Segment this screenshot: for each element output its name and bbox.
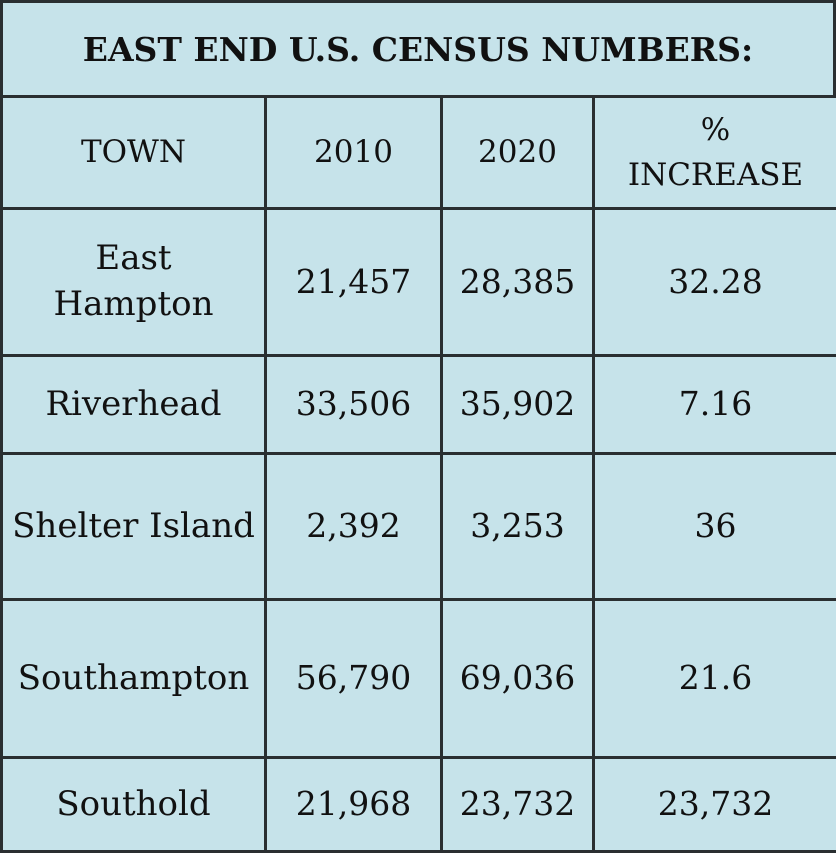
population-2010-cell: 21,968 [264,756,443,853]
population-2020-cell: 3,253 [440,452,595,601]
town-cell: Shelter Island [0,452,267,601]
town-name-line1: East [95,238,172,279]
header-town: TOWN [0,95,267,210]
population-2020-cell: 35,902 [440,354,595,455]
header-2020: 2020 [440,95,595,210]
percent-increase-cell: 7.16 [592,354,836,455]
town-cell: Southampton [0,598,267,759]
population-2010-cell: 21,457 [264,207,443,357]
population-2010-cell: 2,392 [264,452,443,601]
population-2020-cell: 69,036 [440,598,595,759]
table-title: EAST END U.S. CENSUS NUMBERS: [0,0,836,98]
header-percent-increase: % INCREASE [592,95,836,210]
percent-increase-cell: 21.6 [592,598,836,759]
population-2020-cell: 28,385 [440,207,595,357]
percent-increase-cell: 36 [592,452,836,601]
percent-increase-cell: 32.28 [592,207,836,357]
header-percent-line1: % [700,111,731,148]
header-2010: 2010 [264,95,443,210]
header-percent-line2: INCREASE [627,156,804,193]
town-name-line2: Hampton [53,284,214,324]
population-2010-cell: 56,790 [264,598,443,759]
population-2020-cell: 23,732 [440,756,595,853]
table-grid: TOWN 2010 2020 % INCREASE East Hampton 2… [0,95,836,853]
town-cell: Southold [0,756,267,853]
town-cell: Riverhead [0,354,267,455]
town-cell: East Hampton [0,207,267,357]
population-2010-cell: 33,506 [264,354,443,455]
percent-increase-cell: 23,732 [592,756,836,853]
